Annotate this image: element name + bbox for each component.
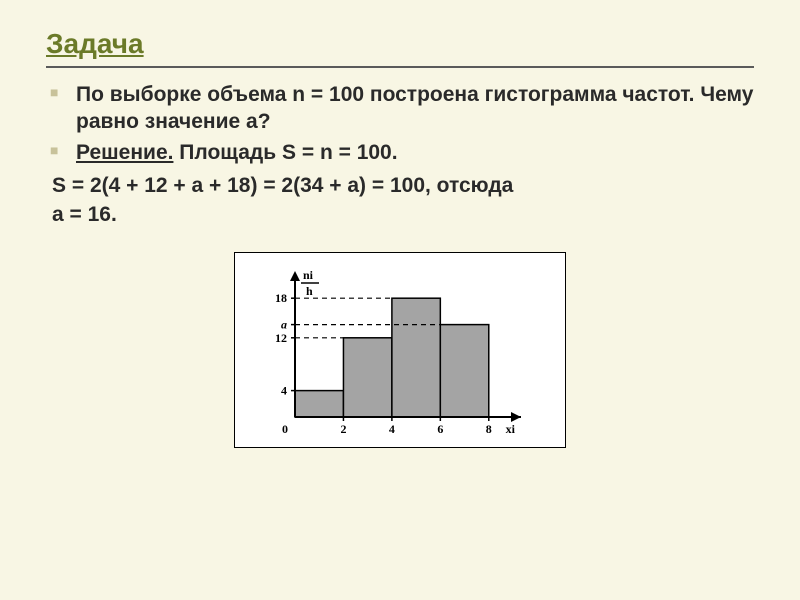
slide-title: Задача bbox=[46, 28, 754, 60]
svg-text:h: h bbox=[306, 284, 313, 298]
title-rule bbox=[46, 66, 754, 68]
svg-text:8: 8 bbox=[486, 422, 492, 436]
svg-text:18: 18 bbox=[275, 292, 287, 306]
svg-text:xi: xi bbox=[506, 422, 516, 436]
bullet-problem: По выборке объема n = 100 построена гист… bbox=[76, 82, 754, 136]
svg-text:2: 2 bbox=[340, 422, 346, 436]
svg-text:4: 4 bbox=[389, 422, 395, 436]
histogram-svg: 0 2 4 6 8 4 12 18 a ni h xi bbox=[245, 267, 525, 437]
svg-text:ni: ni bbox=[303, 268, 314, 282]
equation-line: S = 2(4 + 12 + a + 18) = 2(34 + a) = 100… bbox=[52, 173, 754, 200]
svg-text:6: 6 bbox=[437, 422, 443, 436]
solution-label: Решение. bbox=[76, 141, 173, 164]
slide: Задача По выборке объема n = 100 построе… bbox=[0, 0, 800, 448]
svg-text:a: a bbox=[281, 318, 287, 332]
solution-text: Площадь S = n = 100. bbox=[173, 141, 397, 164]
answer-line: а = 16. bbox=[52, 202, 754, 229]
svg-text:4: 4 bbox=[281, 384, 287, 398]
svg-text:0: 0 bbox=[282, 422, 288, 436]
histogram-chart: 0 2 4 6 8 4 12 18 a ni h xi bbox=[234, 252, 566, 448]
svg-text:12: 12 bbox=[275, 331, 287, 345]
bullet-solution: Решение. Площадь S = n = 100. bbox=[76, 140, 754, 167]
bullet-list: По выборке объема n = 100 построена гист… bbox=[46, 82, 754, 167]
